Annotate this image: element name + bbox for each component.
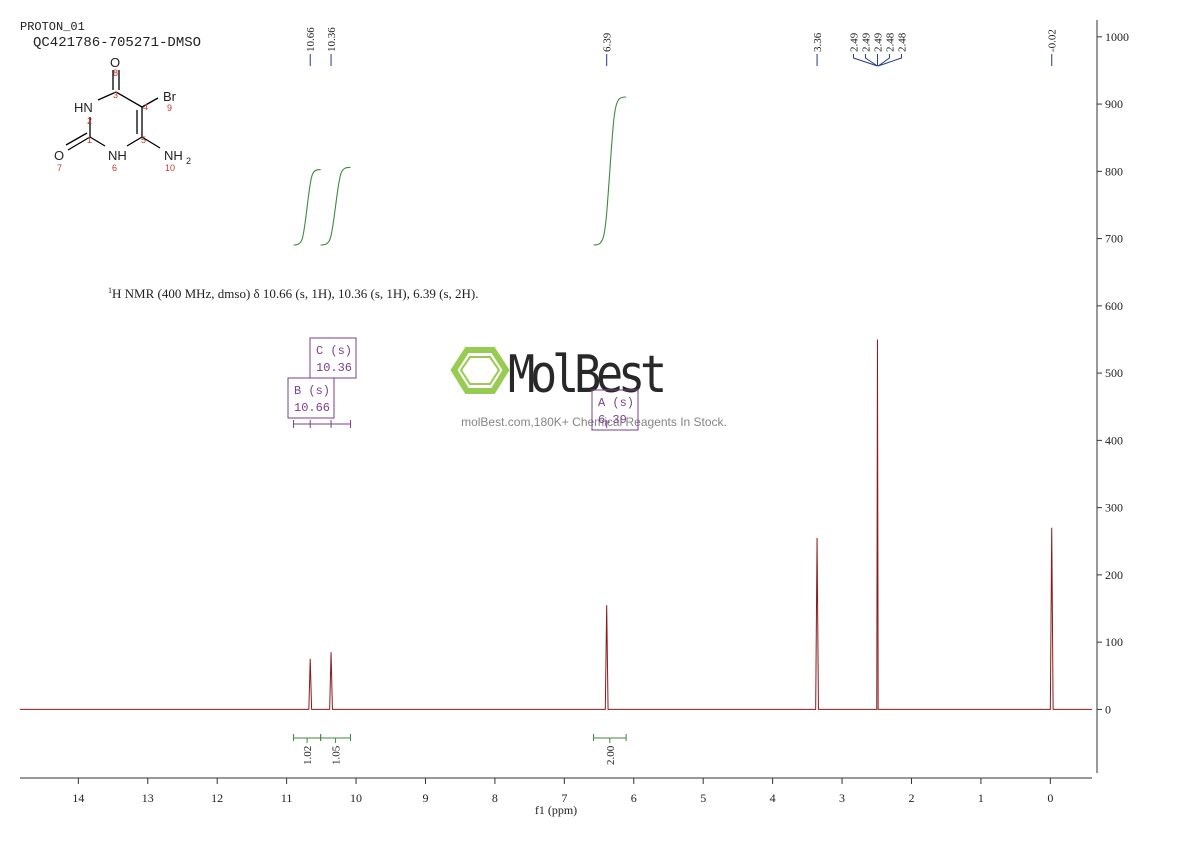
experiment-name: PROTON_01 bbox=[20, 20, 85, 34]
atom-number: 2 bbox=[87, 116, 92, 126]
atom-number: 6 bbox=[112, 163, 117, 173]
x-tick-label: 3 bbox=[839, 791, 845, 805]
y-tick-label: 400 bbox=[1105, 433, 1123, 447]
x-tick-label: 9 bbox=[422, 791, 428, 805]
multiplet-shift: 6.39 bbox=[598, 413, 627, 427]
peak-label: 2.48 bbox=[884, 32, 896, 52]
peak-leader bbox=[852, 54, 878, 67]
peak-label: -0.02 bbox=[1047, 29, 1059, 52]
integral-range bbox=[293, 734, 322, 743]
multiplet-name: A (s) bbox=[598, 396, 634, 410]
integral-label: 2.00 bbox=[605, 745, 617, 765]
multiplet-name: C (s) bbox=[316, 344, 352, 358]
atom-number: 8 bbox=[113, 68, 118, 78]
atom: O bbox=[110, 55, 120, 70]
watermark-logo: MolBest bbox=[508, 345, 663, 405]
peak-leader bbox=[864, 54, 878, 67]
peak-label: 2.49 bbox=[848, 32, 860, 52]
atom-number: 4 bbox=[143, 102, 148, 112]
peak-leader bbox=[877, 54, 902, 67]
structure-labels: O HN Br O NH NH 2 8 3 4 9 2 1 5 7 6 10 bbox=[54, 55, 191, 173]
multiplet-name: B (s) bbox=[294, 384, 330, 398]
integral-range bbox=[592, 734, 627, 743]
x-tick-label: 6 bbox=[631, 791, 637, 805]
atom-number: 3 bbox=[113, 90, 118, 100]
integral-curve bbox=[320, 166, 351, 246]
atom-number: 1 bbox=[87, 135, 92, 145]
integral-curve bbox=[593, 96, 627, 246]
x-axis-label: f1 (ppm) bbox=[535, 803, 577, 817]
y-tick-label: 500 bbox=[1105, 366, 1123, 380]
multiplet-shift: 10.66 bbox=[294, 401, 330, 415]
atom-number: 5 bbox=[141, 135, 146, 145]
x-tick-label: 5 bbox=[700, 791, 706, 805]
multiplet-range bbox=[293, 420, 351, 428]
atom-number: 9 bbox=[167, 103, 172, 113]
spectrum bbox=[20, 339, 1092, 710]
integral-label: 1.05 bbox=[331, 745, 343, 765]
atom: Br bbox=[163, 89, 177, 104]
x-tick-label: 0 bbox=[1047, 791, 1053, 805]
x-tick-label: 13 bbox=[142, 791, 154, 805]
y-tick-label: 100 bbox=[1105, 635, 1123, 649]
sample-name: QC421786-705271-DMSO bbox=[33, 35, 201, 51]
atom: NH bbox=[164, 148, 183, 163]
multiplet-box bbox=[591, 389, 639, 431]
multiplet-box bbox=[287, 377, 335, 419]
peak-label: 2.48 bbox=[896, 32, 908, 52]
multiplet-shift: 10.36 bbox=[316, 361, 352, 375]
y-tick-label: 600 bbox=[1105, 299, 1123, 313]
watermark: MolBest molBest.com,180K+ Chemical Reage… bbox=[450, 345, 727, 429]
x-tick-label: 2 bbox=[908, 791, 914, 805]
atom: 2 bbox=[186, 156, 191, 166]
y-tick-label: 200 bbox=[1105, 568, 1123, 582]
atom: NH bbox=[108, 148, 127, 163]
nmr-description: 1H NMR (400 MHz, dmso) δ 10.66 (s, 1H), … bbox=[108, 286, 479, 301]
y-tick-label: 700 bbox=[1105, 232, 1123, 246]
integral-curve bbox=[293, 168, 321, 246]
peak-label: 2.49 bbox=[872, 32, 884, 52]
x-tick-label: 11 bbox=[281, 791, 293, 805]
x-tick-label: 14 bbox=[72, 791, 84, 805]
watermark-tagline: molBest.com,180K+ Chemical Reagents In S… bbox=[461, 415, 727, 429]
peak-label: 6.39 bbox=[602, 32, 614, 52]
y-tick-label: 0 bbox=[1105, 702, 1111, 716]
x-tick-label: 7 bbox=[561, 791, 567, 805]
structure bbox=[65, 70, 161, 151]
peak-label: 10.36 bbox=[326, 27, 338, 52]
x-tick-label: 8 bbox=[492, 791, 498, 805]
peak-leader bbox=[877, 54, 890, 67]
x-tick-label: 1 bbox=[978, 791, 984, 805]
peak-label: 10.66 bbox=[305, 27, 317, 52]
peak-label: 2.49 bbox=[860, 32, 872, 52]
superscript: 1 bbox=[108, 286, 112, 295]
integral-label: 1.02 bbox=[302, 746, 314, 765]
atom: O bbox=[54, 148, 64, 163]
x-tick-label: 10 bbox=[350, 791, 362, 805]
description-text: H NMR (400 MHz, dmso) δ 10.66 (s, 1H), 1… bbox=[112, 286, 479, 301]
x-tick-label: 4 bbox=[770, 791, 776, 805]
atom-number: 7 bbox=[57, 163, 62, 173]
y-tick-label: 800 bbox=[1105, 164, 1123, 178]
y-tick-label: 1000 bbox=[1105, 30, 1129, 44]
y-tick-label: 300 bbox=[1105, 501, 1123, 515]
x-tick-label: 12 bbox=[211, 791, 223, 805]
atom: HN bbox=[74, 100, 93, 115]
peak-label: 3.36 bbox=[812, 32, 824, 52]
y-tick-label: 900 bbox=[1105, 97, 1123, 111]
atom-number: 10 bbox=[165, 163, 175, 173]
integral-range bbox=[320, 734, 351, 743]
